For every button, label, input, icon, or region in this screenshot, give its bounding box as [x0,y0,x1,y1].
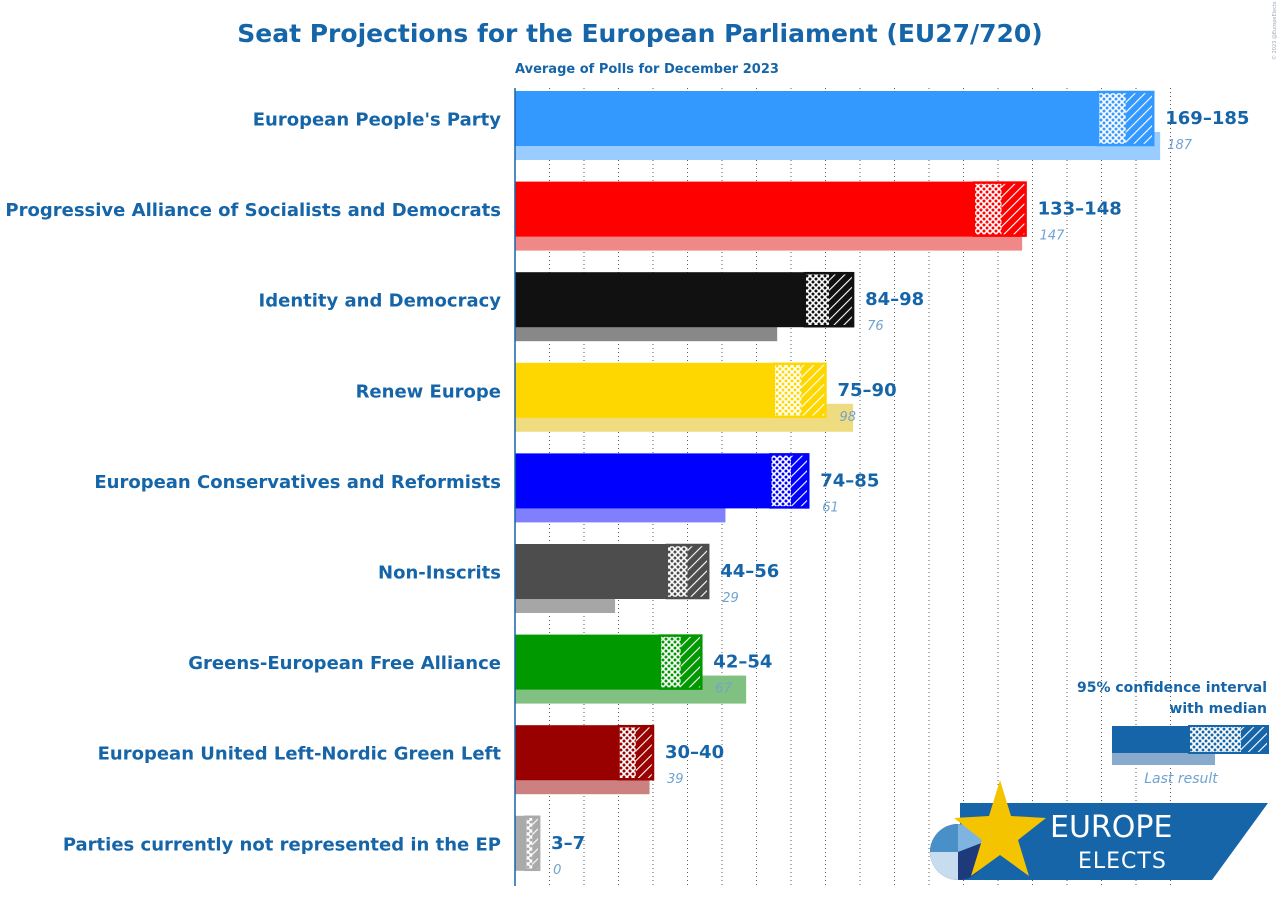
range-label: 42–54 [713,652,772,673]
legend: 95% confidence interval with median Last… [1077,680,1269,787]
last-result-label: 0 [553,863,561,878]
logo-text-elects: ELECTS [1078,849,1167,874]
last-result-label: 147 [1040,229,1066,244]
party-label: European United Left-Nordic Green Left [98,744,502,765]
last-result-label: 187 [1167,138,1193,153]
last-result-label: 61 [822,500,839,515]
legend-ci-line2: with median [1169,701,1267,717]
logo-pie-slice-mid [930,824,958,852]
ci-upper-hatch [801,362,826,418]
ci-upper-hatch [680,634,702,690]
range-label: 84–98 [865,289,924,310]
party-label: Identity and Democracy [259,291,502,312]
projection-bar [515,272,854,328]
last-result-label: 67 [715,682,732,697]
ci-upper-hatch [828,272,854,328]
ci-lower-hatch [618,725,636,781]
legend-last-bar [1112,752,1215,765]
bars-group: European People's Party 169–185 187 Progres… [5,90,1249,878]
logo-pie-slice-light [958,824,984,852]
ci-lower-hatch [525,815,533,871]
ci-lower-hatch [804,272,829,328]
legend-ci-outline [1188,725,1269,754]
europe-elects-logo: EUROPE ELECTS [930,780,1268,880]
ci-upper-hatch [687,544,709,599]
ci-lower-hatch [773,362,802,418]
ci-outline [524,815,541,872]
ci-outline [769,453,810,509]
legend-ci-line1: 95% confidence interval [1077,680,1267,696]
range-label: 169–185 [1165,108,1249,129]
ci-upper-hatch [1001,181,1026,237]
logo-text-europe: EUROPE [1050,810,1172,845]
range-label: 3–7 [551,833,585,854]
ci-outline [772,362,827,419]
last-result-label: 39 [667,772,684,787]
projection-bar [515,453,809,509]
ci-outline [665,543,710,600]
ci-lower-hatch [770,453,791,509]
logo-star-icon [954,780,1046,876]
ci-outline [972,181,1027,237]
range-label: 30–40 [665,742,724,763]
ci-lower-hatch [1098,91,1126,146]
party-label: Non-Inscrits [378,563,501,584]
ci-lower-hatch [973,181,1002,237]
projection-bar [515,181,1026,237]
ci-outline [658,634,703,690]
ci-lower-hatch [666,544,688,599]
range-label: 74–85 [820,470,879,491]
chart-subtitle: Average of Polls for December 2023 [515,62,779,77]
legend-ci-low-hatch [1189,726,1241,753]
ci-upper-hatch [532,815,540,871]
copyright-notice: © 2023 @EuropeElects [1271,1,1278,60]
ci-outline [617,724,655,781]
ci-lower-hatch [659,634,681,690]
last-result-label: 29 [722,591,739,606]
ci-upper-hatch [791,453,809,509]
ci-upper-hatch [635,725,653,781]
party-label: European Conservatives and Reformists [94,472,501,493]
party-label: Parties currently not represented in the… [63,834,501,855]
ci-outline [803,271,855,328]
ci-outline [1096,90,1155,147]
legend-last-result: Last result [1144,771,1218,787]
party-label: Renew Europe [356,381,501,402]
ci-upper-hatch [1125,91,1154,146]
party-label: European People's Party [253,110,502,131]
chart-title: Seat Projections for the European Parlia… [237,19,1042,48]
range-label: 75–90 [838,380,897,401]
range-label: 44–56 [720,561,779,582]
party-label: Greens-European Free Alliance [188,653,501,674]
range-label: 133–148 [1038,199,1122,220]
last-result-label: 76 [867,319,884,334]
party-label: Progressive Alliance of Socialists and D… [5,200,501,221]
last-result-label: 98 [840,410,857,425]
projection-bar [515,91,1154,146]
logo-pie-slice-pale [930,852,958,880]
legend-ci-high-hatch [1241,726,1268,753]
